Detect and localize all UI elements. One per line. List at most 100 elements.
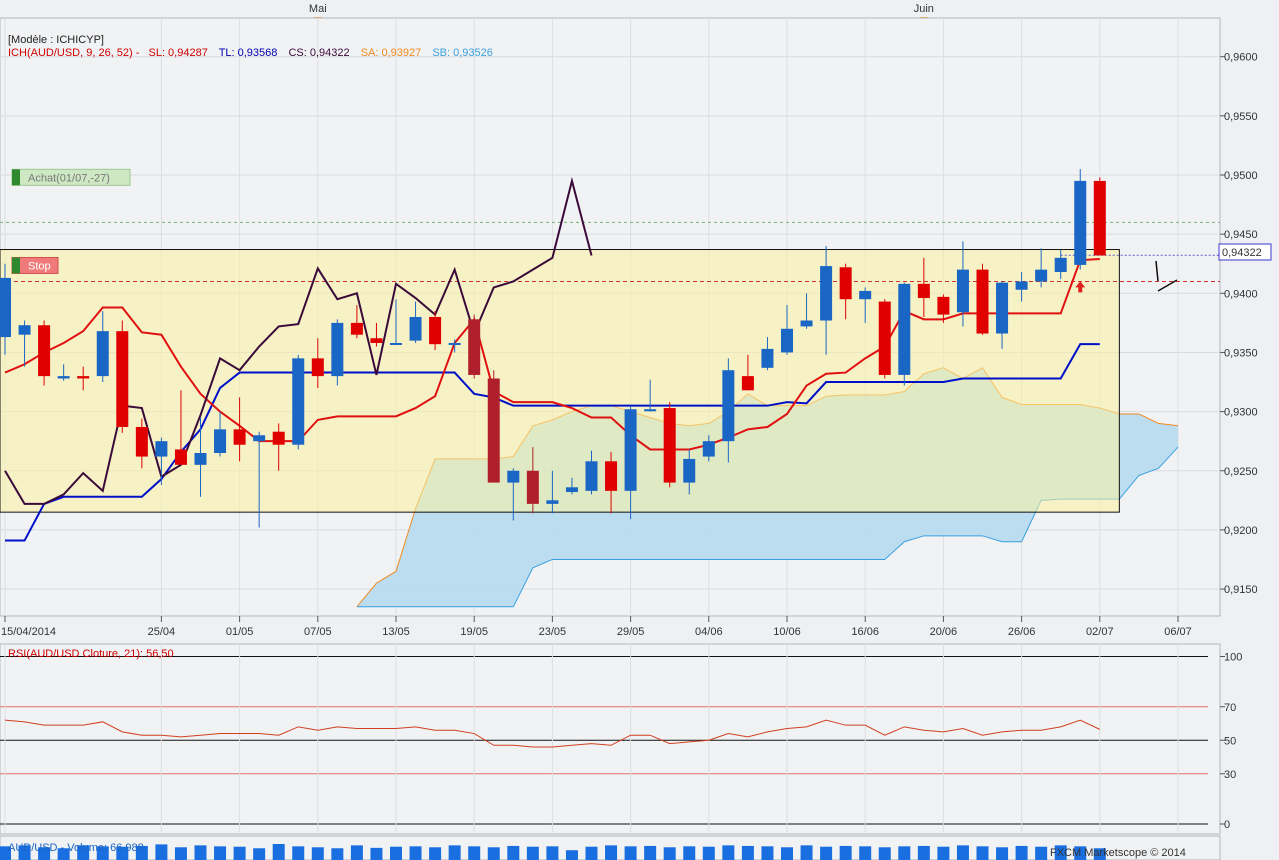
volume-bar	[18, 845, 31, 860]
price-panel[interactable]: Achat(01/07,-27) Stop	[0, 17, 1221, 617]
rsi-line	[4, 719, 1101, 748]
volume-bar	[917, 845, 930, 860]
volume-bar	[57, 848, 70, 860]
date-tick-label: 25/04	[148, 626, 176, 638]
candle	[18, 320, 31, 367]
candle-body	[663, 408, 676, 483]
candle-body	[722, 370, 735, 442]
price-tick-label: 0,9600	[1224, 52, 1258, 64]
candle	[135, 418, 148, 469]
date-tick-label: 07/05	[304, 626, 332, 638]
candle	[1074, 169, 1087, 270]
date-tick-label: 10/06	[773, 626, 801, 638]
volume-title: AUD/USD - Volume: 66 988	[8, 842, 144, 854]
candle	[233, 397, 246, 462]
tenkan-sen-line	[4, 257, 1100, 451]
candle-body	[390, 342, 402, 345]
ichimoku-lines	[4, 176, 1100, 542]
date-tick-label: 20/06	[930, 626, 958, 638]
volume-bar	[233, 846, 246, 860]
volume-bar	[741, 845, 754, 860]
candle	[155, 437, 168, 485]
candle	[956, 241, 969, 327]
volume-bar	[839, 845, 852, 860]
chikou-span-line	[4, 176, 593, 505]
date-tick-label: 19/05	[460, 626, 488, 638]
volume-panel[interactable]: AUD/USD - Volume: 66 988 FXCM Marketscop…	[0, 835, 1221, 860]
volume-bar	[585, 846, 598, 860]
candle	[468, 314, 481, 379]
candle-body	[585, 461, 598, 491]
candle	[683, 449, 696, 495]
candle-body	[507, 470, 520, 483]
candle-body	[624, 409, 637, 491]
volume-bar	[272, 844, 285, 860]
candle-body	[878, 301, 891, 375]
volume-bar	[331, 848, 344, 860]
volume-bar	[800, 845, 813, 860]
candle	[624, 405, 637, 520]
candle-body	[526, 470, 539, 504]
volume-bar	[526, 846, 539, 860]
volume-bar	[429, 847, 442, 860]
candle	[996, 281, 1009, 349]
volume-bar	[1035, 846, 1048, 860]
candle	[409, 301, 422, 343]
achat-flag-icon	[12, 169, 20, 186]
rsi-tick-label: 50	[1224, 735, 1236, 747]
volume-bar	[468, 846, 481, 860]
candle	[350, 305, 363, 339]
candle	[1035, 248, 1048, 288]
legend-sb: SB: 0,93526	[432, 47, 493, 59]
volume-bar	[781, 847, 793, 860]
candle-body	[174, 449, 187, 465]
rsi-series	[4, 719, 1101, 748]
candle-body	[859, 290, 872, 300]
achat-label: Achat(01/07,-27)	[28, 172, 110, 184]
volume-bar	[761, 846, 774, 860]
volume-bar	[0, 846, 11, 860]
candle-body	[820, 266, 833, 321]
candle	[644, 379, 657, 412]
candle	[272, 423, 285, 471]
price-tick-label: 0,9350	[1224, 347, 1258, 359]
candle-body	[683, 458, 696, 483]
up-arrow-icon	[1075, 281, 1086, 293]
candle-body	[565, 487, 578, 493]
candle	[0, 263, 11, 355]
candle	[331, 319, 344, 386]
candle	[429, 311, 442, 351]
month-label: Juin	[914, 3, 934, 15]
price-tick-label: 0,9550	[1224, 111, 1258, 123]
volume-bar	[409, 846, 422, 860]
candle-body	[468, 319, 481, 375]
rsi-panel[interactable]: RSI(AUD/USD Cloture, 21): 56,50	[0, 643, 1221, 835]
rsi-title: RSI(AUD/USD Cloture, 21): 56,50	[8, 648, 174, 660]
volume-bar	[683, 846, 696, 860]
drawing-line	[1157, 279, 1178, 292]
candle-body	[214, 429, 227, 454]
rsi-tick-label: 30	[1224, 769, 1236, 781]
candle-body	[57, 376, 70, 379]
legend-sa: SA: 0,93927	[361, 47, 422, 59]
candle	[214, 411, 227, 457]
candles	[0, 169, 1106, 528]
rsi-tick-label: 100	[1224, 652, 1242, 664]
volume-bar	[507, 845, 520, 860]
candle	[917, 257, 930, 317]
candle	[370, 322, 383, 347]
candle	[38, 320, 51, 386]
legend-sl: SL: 0,94287	[148, 47, 207, 59]
candle-body	[253, 435, 266, 442]
volume-bar	[390, 846, 402, 860]
price-tick-label: 0,9300	[1224, 407, 1258, 419]
rsi-grid	[0, 644, 1208, 834]
volume-bar	[1074, 846, 1087, 860]
volume-bar	[292, 846, 305, 860]
last-price-tag: 0,94322	[1218, 243, 1272, 261]
volume-bar	[702, 846, 715, 860]
rsi-tick-label: 0	[1224, 819, 1230, 831]
price-tick-label: 0,9450	[1224, 229, 1258, 241]
volume-bars	[0, 844, 1106, 860]
